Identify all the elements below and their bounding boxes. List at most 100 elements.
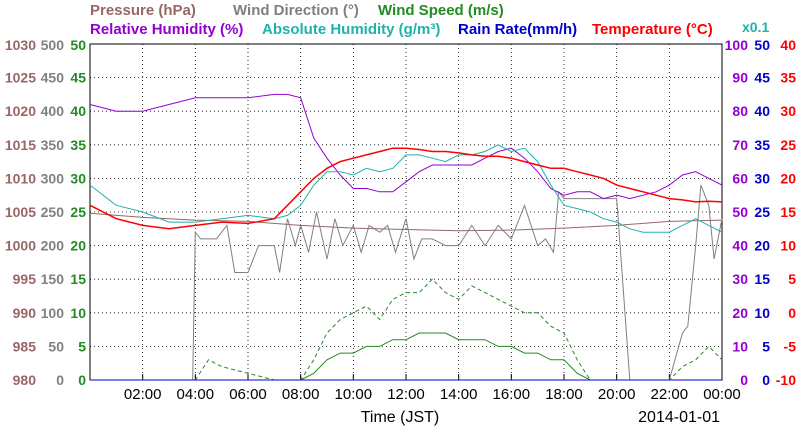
x-tick-label: 16:00 xyxy=(493,386,531,403)
y-tick-label: 400 xyxy=(41,103,65,119)
y-tick-label: 10 xyxy=(70,305,86,321)
y-tick-label: 25 xyxy=(70,204,86,220)
y-tick-label: 40 xyxy=(754,103,770,119)
y-tick-label: 60 xyxy=(732,170,748,186)
y-tick-label: 5 xyxy=(78,338,86,354)
y-tick-label: 100 xyxy=(725,37,749,53)
y-tick-label: 25 xyxy=(780,137,796,153)
y-tick-label: -10 xyxy=(776,372,796,388)
x-tick-label: 14:00 xyxy=(440,386,478,403)
x-tick-label: 20:00 xyxy=(598,386,636,403)
y-tick-label: 5 xyxy=(762,338,770,354)
y-tick-label: 0 xyxy=(56,372,64,388)
y-tick-label: 1020 xyxy=(5,103,36,119)
y-tick-label: 20 xyxy=(780,170,796,186)
y-tick-label: 50 xyxy=(70,37,86,53)
y-axes: 1030102510201015101010051000995990985980… xyxy=(5,37,796,388)
y-tick-label: 70 xyxy=(732,137,748,153)
y-tick-label: 15 xyxy=(780,204,796,220)
grid xyxy=(90,44,722,380)
y-tick-label: 35 xyxy=(70,137,86,153)
y-tick-label: 45 xyxy=(754,70,770,86)
y-tick-label: 1015 xyxy=(5,137,36,153)
y-tick-label: 990 xyxy=(13,305,37,321)
y-tick-label: 10 xyxy=(754,305,770,321)
y-tick-label: 90 xyxy=(732,70,748,86)
y-tick-label: 200 xyxy=(41,238,65,254)
y-tick-label: 995 xyxy=(13,271,37,287)
legend-entry: Wind Direction (°) xyxy=(233,2,359,19)
y-tick-label: 0 xyxy=(740,372,748,388)
y-tick-label: 985 xyxy=(13,338,37,354)
date-label: 2014-01-01 xyxy=(638,409,720,426)
y-tick-label: 15 xyxy=(754,271,770,287)
legend-entry: Rain Rate(mm/h) xyxy=(458,21,577,38)
y-tick-label: 10 xyxy=(732,338,748,354)
legend-entry: Pressure (hPa) xyxy=(90,2,196,19)
y-tick-label: 500 xyxy=(41,37,65,53)
legend-entry: Wind Speed (m/s) xyxy=(378,2,504,19)
y-tick-label: 450 xyxy=(41,70,65,86)
y-tick-label: 1010 xyxy=(5,170,36,186)
legend-entry: Temperature (°C) xyxy=(592,21,713,38)
y-tick-label: 50 xyxy=(754,37,770,53)
y-tick-label: 80 xyxy=(732,103,748,119)
x-tick-label: 00:00 xyxy=(703,386,741,403)
series-lines xyxy=(89,93,723,381)
y-tick-label: 980 xyxy=(13,372,37,388)
x-tick-label: 22:00 xyxy=(651,386,689,403)
y-tick-label: 300 xyxy=(41,170,65,186)
y-tick-label: 35 xyxy=(780,70,796,86)
series-line xyxy=(89,93,723,200)
y-tick-label: 0 xyxy=(788,305,796,321)
y-tick-label: 25 xyxy=(754,204,770,220)
y-tick-label: 0 xyxy=(762,372,770,388)
legend: Pressure (hPa) Wind Direction (°) Wind Spe… xyxy=(90,2,713,38)
y-tick-label: 1025 xyxy=(5,70,36,86)
x-axis-title: Time (JST) xyxy=(361,409,440,426)
y-tick-label: 30 xyxy=(754,170,770,186)
x-tick-label: 12:00 xyxy=(387,386,425,403)
x-tick-label: 08:00 xyxy=(282,386,320,403)
x-tick-label: 02:00 xyxy=(124,386,162,403)
x-axis: 02:00 04:00 06:00 08:00 10:00 12:00 14:00 16:00… xyxy=(124,374,741,403)
series-line xyxy=(89,144,723,233)
x-tick-label: 18:00 xyxy=(545,386,583,403)
y-tick-label: 35 xyxy=(754,137,770,153)
y-tick-label: 10 xyxy=(780,238,796,254)
y-tick-label: 40 xyxy=(780,37,796,53)
series-line xyxy=(90,332,722,381)
y-tick-label: -5 xyxy=(784,338,797,354)
y-tick-label: 30 xyxy=(780,103,796,119)
y-tick-label: 1005 xyxy=(5,204,36,220)
y-tick-label: 5 xyxy=(788,271,796,287)
series-line xyxy=(89,212,723,232)
y-tick-label: 45 xyxy=(70,70,86,86)
series-line xyxy=(89,147,723,230)
y-tick-label: 30 xyxy=(732,271,748,287)
series-line xyxy=(90,184,723,381)
legend-entry: Relative Humidity (%) xyxy=(90,21,243,38)
legend-entry: Absolute Humidity (g/m³) xyxy=(262,21,440,38)
y-tick-label: 50 xyxy=(48,338,64,354)
y-tick-label: 0 xyxy=(78,372,86,388)
y-tick-label: 1030 xyxy=(5,37,36,53)
y-tick-label: 250 xyxy=(41,204,65,220)
multiplier-label: x0.1 xyxy=(742,19,769,35)
y-tick-label: 100 xyxy=(41,305,65,321)
y-tick-label: 20 xyxy=(732,305,748,321)
y-tick-label: 20 xyxy=(754,238,770,254)
y-tick-label: 350 xyxy=(41,137,65,153)
x-tick-label: 04:00 xyxy=(177,386,215,403)
y-tick-label: 1000 xyxy=(5,238,36,254)
y-tick-label: 20 xyxy=(70,238,86,254)
x-tick-label: 06:00 xyxy=(229,386,267,403)
y-tick-label: 40 xyxy=(70,103,86,119)
y-tick-label: 150 xyxy=(41,271,65,287)
y-tick-label: 50 xyxy=(732,204,748,220)
y-tick-label: 30 xyxy=(70,170,86,186)
y-tick-label: 40 xyxy=(732,238,748,254)
x-tick-label: 10:00 xyxy=(335,386,373,403)
y-tick-label: 15 xyxy=(70,271,86,287)
